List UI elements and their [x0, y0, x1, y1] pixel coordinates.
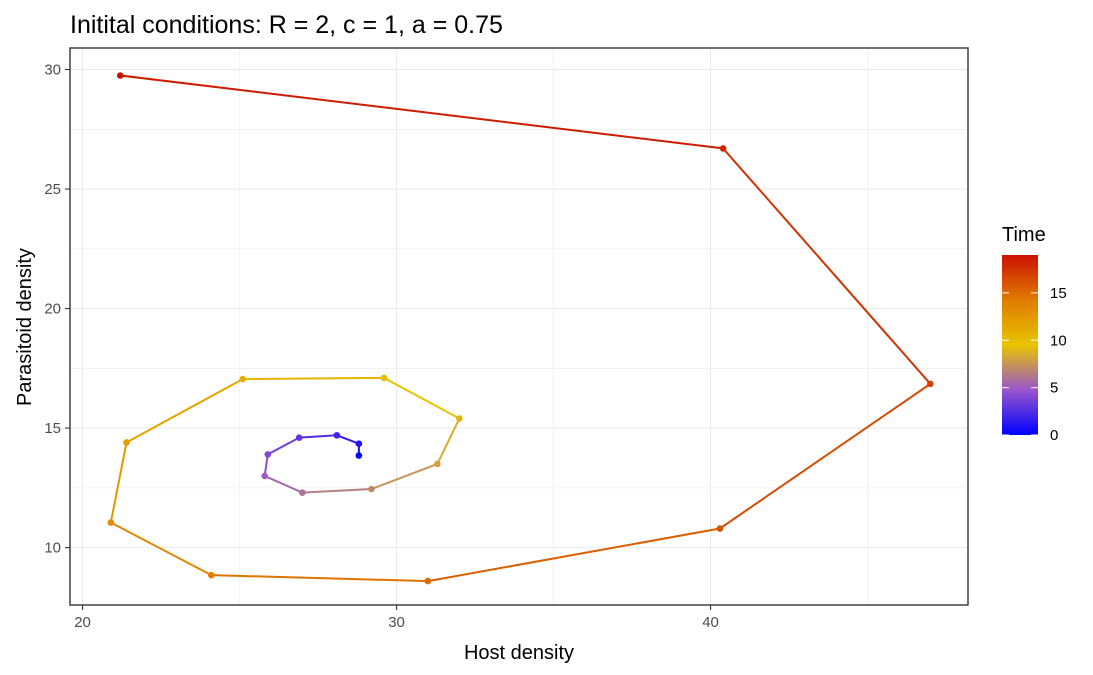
path-segment: [426, 527, 721, 583]
data-point: [424, 577, 432, 585]
path-segment: [119, 74, 725, 150]
legend-tick-label: 15: [1050, 285, 1067, 302]
data-point: [380, 374, 388, 382]
legend-title: Time: [1002, 224, 1046, 246]
legend-tick-label: 5: [1050, 380, 1058, 397]
path-segment: [382, 376, 461, 420]
path-segment: [109, 441, 128, 524]
legend-ticks: 0 5 10 15: [1002, 285, 1067, 444]
y-tick-label: 20: [44, 301, 61, 318]
data-point: [456, 415, 463, 422]
data-point: [333, 431, 341, 439]
y-tick-label: 15: [44, 420, 61, 437]
path-segment: [266, 436, 301, 456]
data-point: [719, 145, 727, 152]
path-segment: [718, 382, 932, 530]
data-point: [123, 439, 130, 446]
path-segment: [722, 147, 932, 385]
data-point: [264, 451, 272, 458]
y-tick-label: 25: [44, 181, 61, 198]
data-point: [239, 375, 246, 383]
path-segment: [263, 474, 304, 494]
plot-panel-border: [69, 47, 969, 606]
x-tick-label: 40: [702, 614, 719, 631]
path-segment: [298, 434, 338, 439]
series-layer: [107, 72, 934, 585]
path-segment: [241, 376, 385, 381]
data-point: [434, 460, 441, 468]
x-tick-label: 30: [388, 614, 405, 631]
data-point: [927, 380, 934, 388]
path-segment: [210, 574, 429, 583]
data-point: [368, 485, 375, 493]
data-point: [716, 525, 724, 532]
data-point: [355, 452, 363, 459]
legend: Time 0 5 10 15: [1002, 224, 1067, 444]
y-tick-label: 30: [44, 62, 61, 79]
axes: 20 30 40 10 15 20 25 30: [44, 62, 719, 631]
legend-tick-label: 0: [1050, 427, 1058, 444]
path-segment: [436, 417, 461, 465]
path-segment: [263, 453, 269, 477]
path-segment: [301, 488, 373, 494]
path-segment: [370, 462, 439, 491]
data-point: [107, 519, 115, 526]
path-segment: [335, 434, 360, 445]
data-point: [116, 72, 124, 79]
x-tick-label: 20: [74, 614, 91, 631]
data-point: [355, 440, 363, 447]
data-point: [261, 472, 268, 480]
legend-colorbar: [1002, 255, 1038, 435]
grid: [70, 48, 968, 605]
path-segment: [125, 378, 244, 444]
chart-title: Initital conditions: R = 2, c = 1, a = 0…: [70, 11, 503, 39]
path-segment: [109, 521, 213, 577]
data-point: [295, 434, 303, 441]
x-axis-title: Host density: [464, 642, 574, 664]
data-point: [299, 489, 306, 496]
data-point: [207, 571, 215, 579]
legend-tick-label: 10: [1050, 332, 1067, 349]
y-axis-title: Parasitoid density: [14, 248, 36, 406]
y-tick-label: 10: [44, 540, 61, 557]
plot-panel-background: [70, 48, 968, 605]
